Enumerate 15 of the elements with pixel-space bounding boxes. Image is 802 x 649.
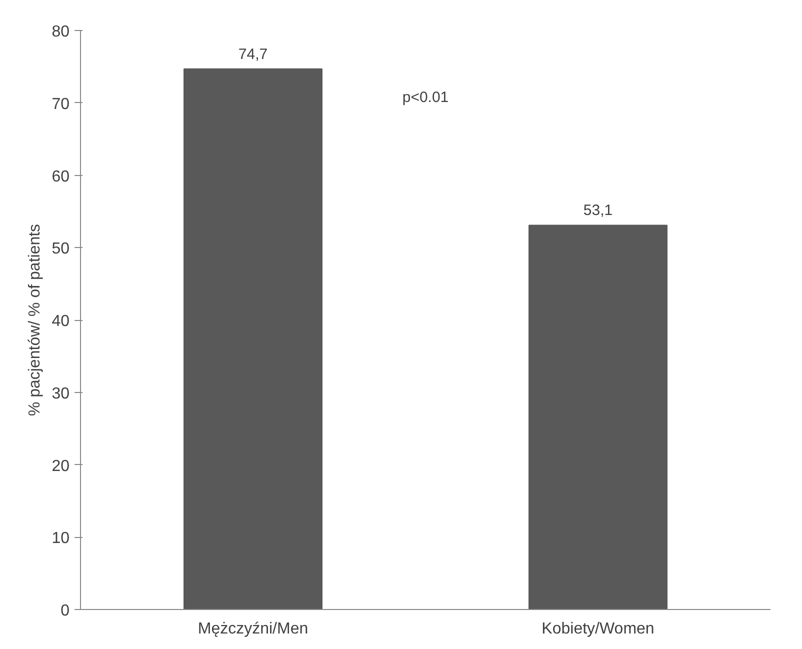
- y-tick-label: 50: [52, 240, 70, 258]
- y-tick-label: 40: [52, 313, 70, 330]
- y-tick-label: 70: [52, 96, 70, 113]
- data-label: 74,7: [238, 46, 268, 63]
- y-tick-label: 10: [52, 530, 70, 548]
- y-axis-title: % pacjentów/ % of patients: [26, 224, 44, 416]
- data-label: 53,1: [583, 202, 613, 220]
- x-tick-label: Kobiety/Women: [542, 620, 654, 638]
- annotation: p<0.01: [402, 88, 449, 106]
- y-tick-label: 0: [60, 602, 70, 620]
- y-tick-label: 30: [52, 385, 70, 402]
- x-tick-label: Mężczyźni/Men: [198, 620, 308, 638]
- y-tick-label: 60: [52, 168, 70, 186]
- y-tick-label: 80: [52, 24, 70, 40]
- y-tick-label: 20: [52, 458, 70, 475]
